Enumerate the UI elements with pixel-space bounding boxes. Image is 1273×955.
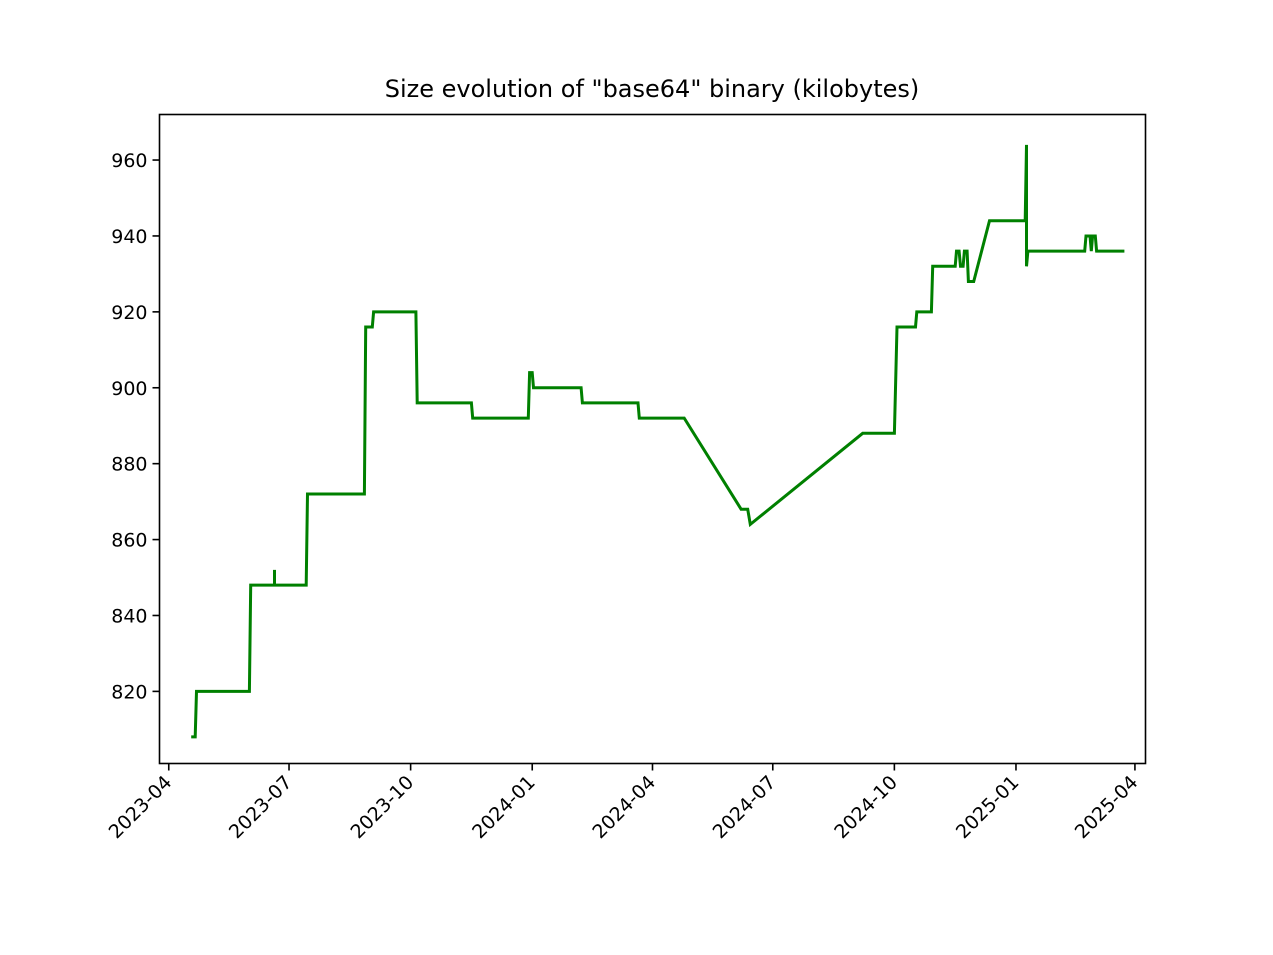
x-tick-label: 2023-10: [346, 771, 418, 843]
x-tick-label: 2024-01: [468, 771, 540, 843]
y-tick-label: 900: [111, 378, 147, 400]
y-tick-label: 940: [111, 226, 147, 248]
x-tick-label: 2024-10: [830, 771, 902, 843]
y-tick-label: 820: [111, 681, 147, 703]
x-axis: 2023-04 2023-07 2023-10 2024-01 2024-04 2024-…: [105, 763, 1143, 843]
x-tick-label: 2025-01: [952, 771, 1024, 843]
chart-title: Size evolution of "base64" binary (kilob…: [385, 75, 920, 103]
x-tick-label: 2024-04: [588, 771, 660, 843]
y-tick-label: 840: [111, 605, 147, 627]
y-tick-label: 920: [111, 302, 147, 324]
x-tick-label: 2023-04: [105, 771, 177, 843]
series-line-0: [191, 144, 1125, 739]
x-tick-label: 2023-07: [225, 771, 297, 843]
y-axis: 820 840 860 880 900 920 940 960: [111, 150, 160, 703]
y-tick-label: 860: [111, 530, 147, 552]
y-tick-label: 880: [111, 454, 147, 476]
plot-frame: [158, 113, 1147, 765]
x-tick-label: 2025-04: [1071, 771, 1143, 843]
x-tick-label: 2024-07: [709, 771, 781, 843]
y-tick-label: 960: [111, 150, 147, 172]
series-layer: [191, 144, 1125, 739]
